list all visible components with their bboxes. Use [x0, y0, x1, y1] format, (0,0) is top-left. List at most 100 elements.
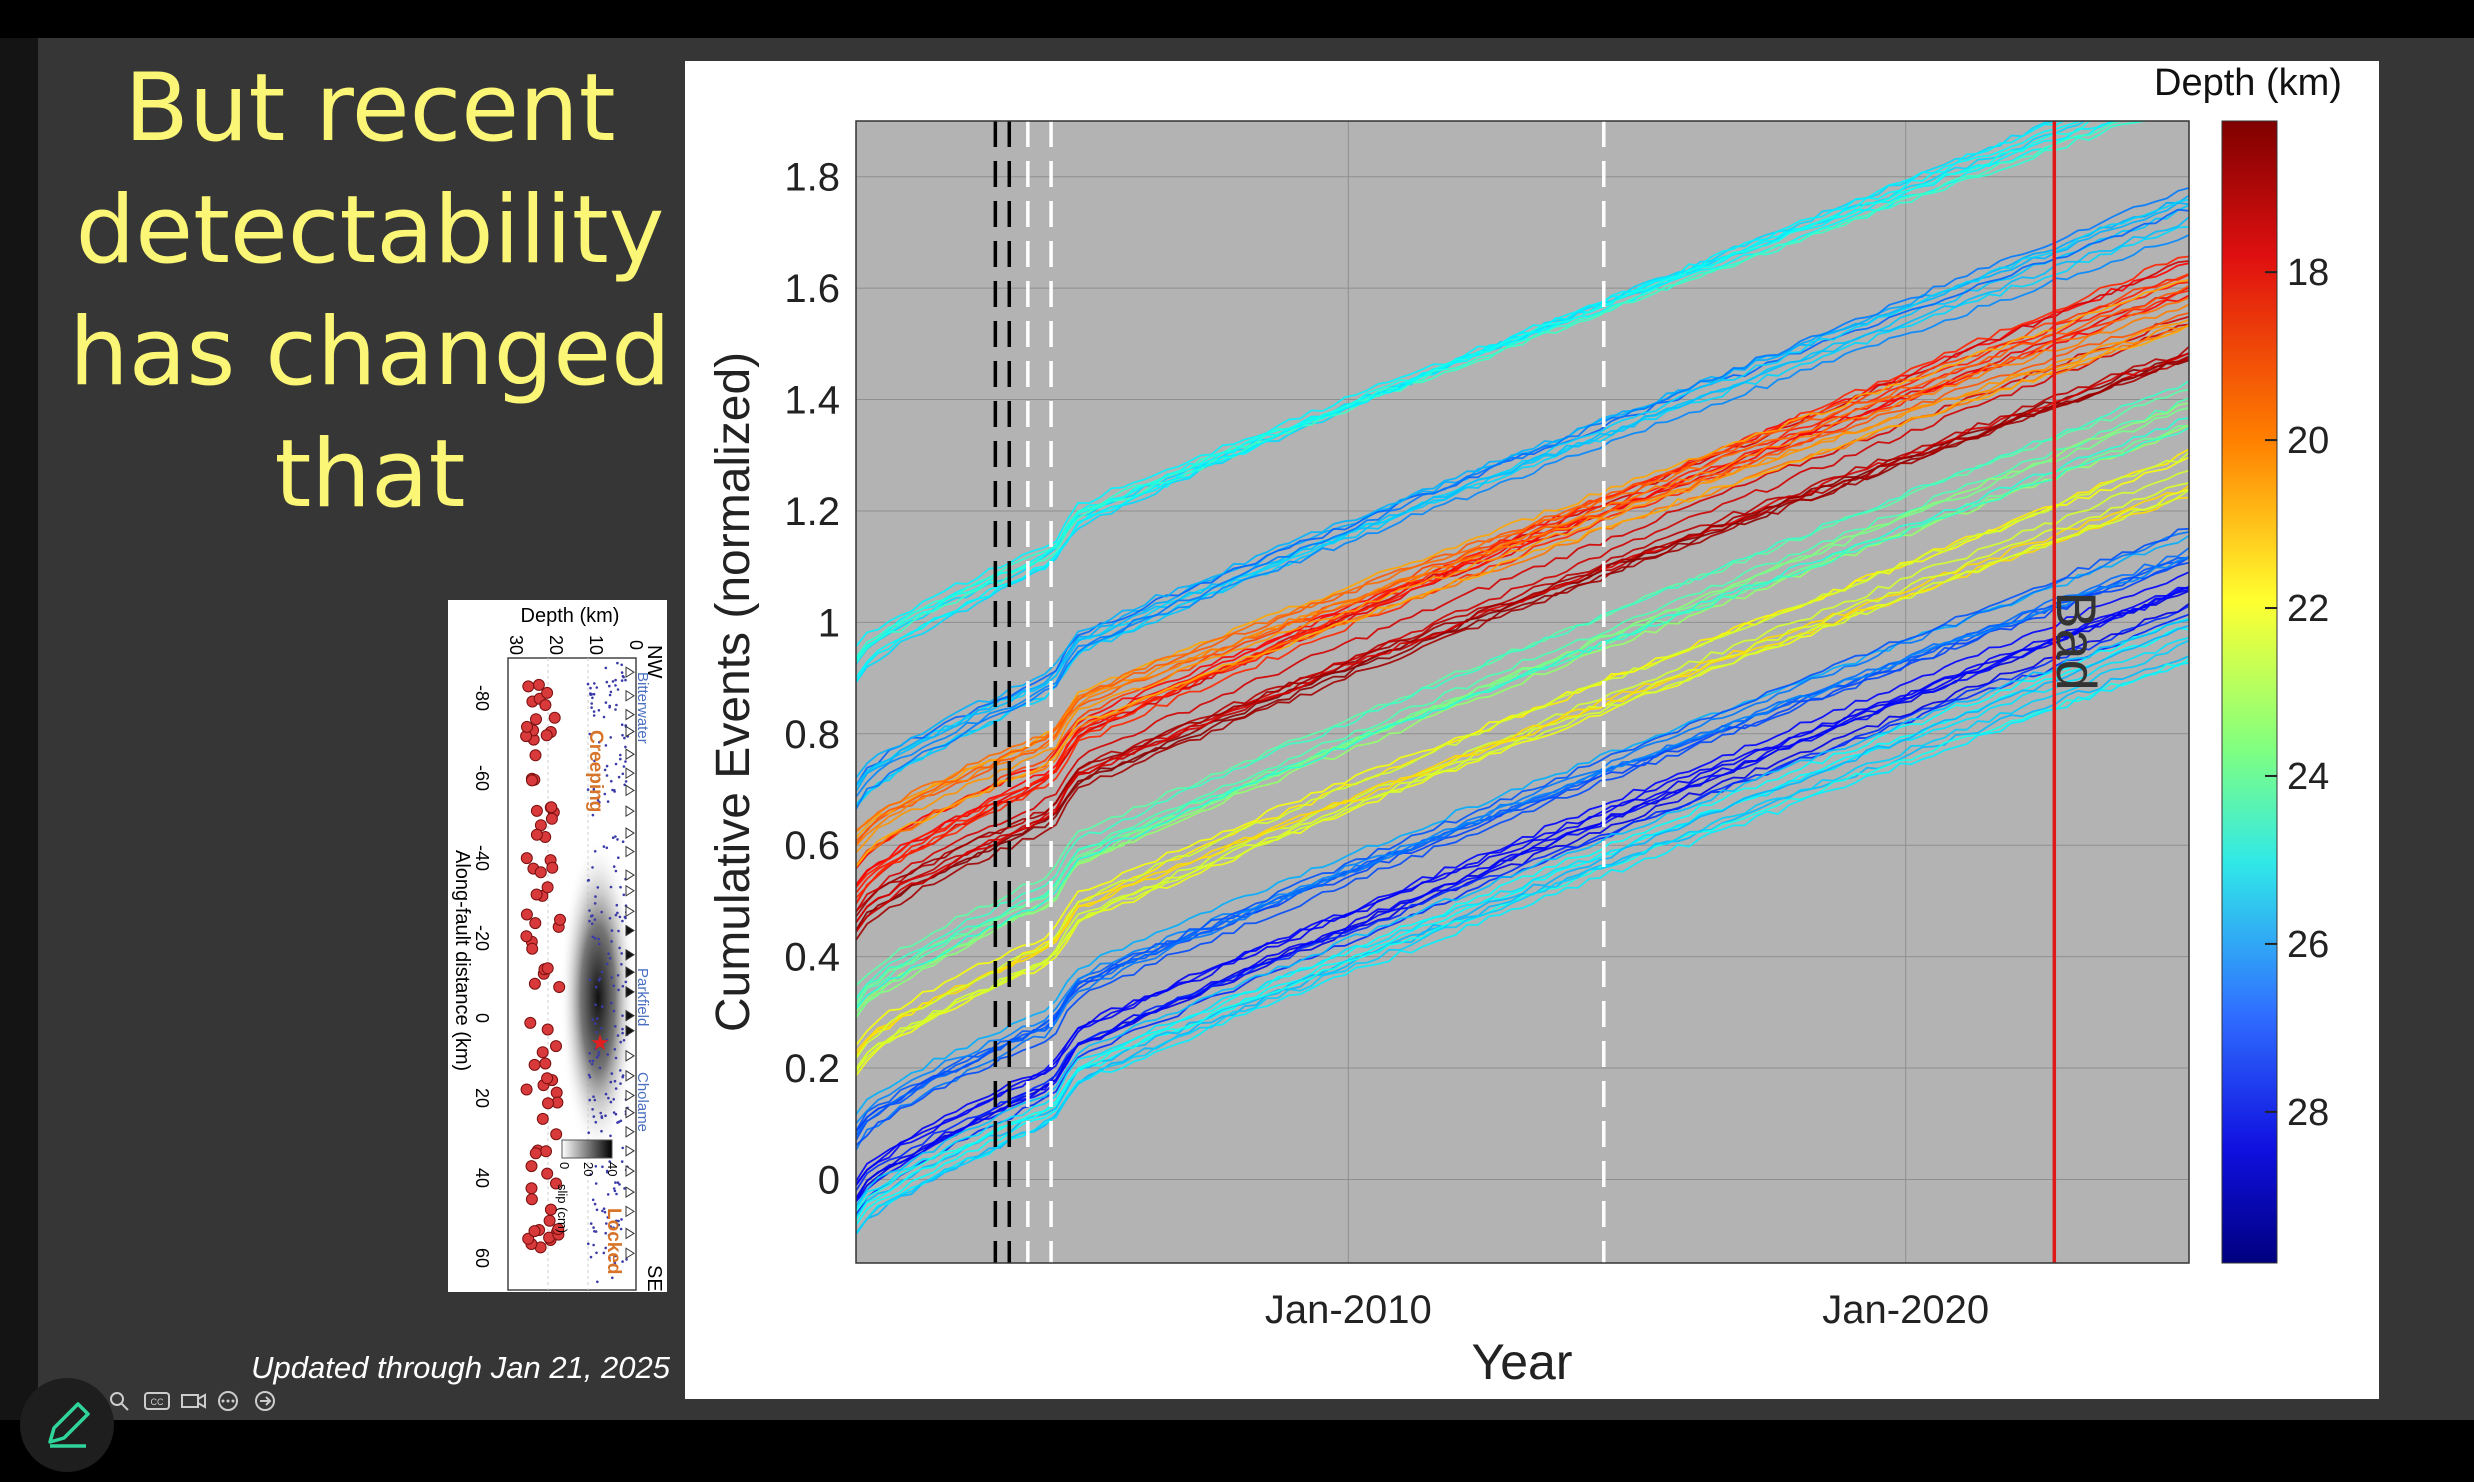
seismicity-point: [606, 1216, 610, 1219]
series-line: [856, 496, 2189, 1053]
slide-title: But recent detectability has changed tha…: [40, 48, 700, 536]
seismicity-point: [614, 708, 617, 711]
inset-distance-tick: 60: [472, 1248, 492, 1268]
seismicity-point: [621, 1027, 624, 1031]
station-markers: [625, 666, 635, 1260]
seismicity-point: [588, 978, 592, 981]
seismicity-point: [621, 1260, 624, 1263]
series-line: [856, 424, 2189, 1013]
bad-annotation: Bad: [2045, 591, 2108, 691]
earthquake-dot: [552, 1223, 565, 1236]
seismicity-point: [620, 671, 624, 674]
station-marker-icon: [625, 1144, 635, 1157]
earthquake-dot: [550, 1040, 562, 1053]
station-marker-icon: [625, 1106, 635, 1119]
earthquake-dot: [528, 1225, 541, 1238]
seismicity-point: [611, 680, 615, 683]
pen-annotate-button[interactable]: [20, 1378, 114, 1472]
seismicity-point: [605, 1169, 609, 1173]
inset-depth-label: Depth (km): [521, 605, 620, 627]
seismicity-point: [593, 902, 597, 905]
seismicity-point: [594, 1022, 597, 1025]
earthquake-dot: [540, 1145, 552, 1158]
seismicity-point: [617, 988, 620, 992]
next-icon[interactable]: [254, 1390, 276, 1412]
seismicity-point: [611, 836, 615, 839]
seismicity-point: [615, 1219, 618, 1223]
seismicity-point: [588, 1075, 592, 1079]
x-axis-ticks: Jan-2010 Jan-2020: [1265, 1288, 1989, 1332]
seismicity-point: [591, 696, 594, 700]
seismicity-point: [613, 1189, 617, 1193]
series-line: [856, 296, 2189, 832]
earthquake-dot: [522, 680, 535, 693]
earthquake-dot: [530, 828, 543, 841]
seismicity-point: [593, 936, 597, 940]
seismicity-point: [602, 715, 606, 719]
seismicity-point: [620, 963, 623, 966]
y-tick-label: 0.2: [784, 1047, 840, 1091]
seismicity-point: [621, 984, 625, 988]
seismicity-point: [594, 1165, 598, 1168]
captions-icon[interactable]: CC: [144, 1390, 171, 1412]
seismicity-point: [597, 709, 601, 712]
seismicity-point: [592, 692, 596, 696]
seismicity-point: [604, 1246, 607, 1250]
zoom-icon[interactable]: [108, 1390, 130, 1412]
seismicity-point: [620, 952, 623, 955]
earthquake-dot: [525, 1182, 538, 1195]
earthquake-dot: [542, 1097, 554, 1110]
seismicity-point: [612, 984, 615, 988]
station-marker-icon: [625, 1247, 635, 1260]
seismicity-point: [595, 1251, 598, 1255]
seismicity-point: [593, 918, 597, 921]
title-line: detectability: [75, 176, 665, 285]
seismicity-point: [608, 706, 611, 709]
series-line: [856, 489, 2189, 1070]
series-line: [856, 636, 2189, 1210]
seismicity-point: [621, 1031, 624, 1035]
seismicity-point: [600, 1129, 603, 1133]
seismicity-point: [594, 1182, 598, 1185]
seismicity-point: [593, 1098, 597, 1102]
seismicity-point: [620, 663, 623, 667]
station-marker-icon: [625, 948, 635, 961]
seismicity-point: [598, 740, 601, 744]
earthquake-dot: [541, 1072, 554, 1085]
series-line: [856, 121, 2127, 663]
y-tick-label: 1.6: [784, 267, 840, 311]
seismicity-point: [590, 922, 594, 925]
colorbar-tick-label: 24: [2287, 756, 2329, 798]
seismicity-point: [608, 693, 612, 697]
seismicity-point: [600, 1005, 604, 1008]
seismicity-point: [606, 1193, 610, 1196]
seismicity-point: [609, 1225, 613, 1228]
seismicity-point: [614, 869, 618, 873]
earthquake-dot: [553, 981, 566, 993]
seismicity-point: [594, 985, 598, 989]
seismicity-point: [590, 706, 593, 709]
seismicity-point: [593, 850, 597, 853]
y-tick-label: 0.8: [784, 713, 840, 757]
earthquake-dot: [530, 713, 542, 726]
series-line: [856, 482, 2189, 1072]
earthquake-dot: [550, 1128, 563, 1141]
seismicity-point: [604, 666, 608, 670]
more-icon[interactable]: [217, 1390, 239, 1412]
seismicity-point: [619, 1082, 622, 1085]
video-icon[interactable]: [180, 1390, 206, 1412]
seismicity-point: [616, 688, 620, 691]
inset-distance-tick: -80: [472, 685, 492, 711]
seismicity-point: [613, 1048, 617, 1051]
series-line: [856, 556, 2189, 1146]
inset-distance-tick: -40: [472, 845, 492, 871]
seismicity-point: [614, 1254, 617, 1258]
slip-tick: 20: [581, 1162, 596, 1176]
seismicity-point: [609, 690, 613, 694]
seismicity-point: [594, 1003, 597, 1007]
earthquake-dot: [545, 801, 558, 814]
earthquake-dot: [543, 1214, 556, 1227]
series-line: [856, 619, 2189, 1207]
colorbar-tick-label: 26: [2287, 924, 2329, 966]
series-line: [856, 324, 2189, 867]
